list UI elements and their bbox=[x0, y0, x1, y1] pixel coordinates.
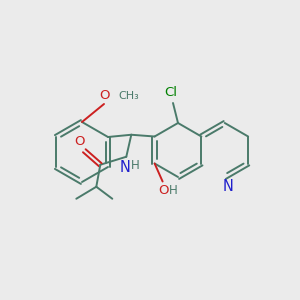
Text: H: H bbox=[169, 184, 178, 196]
Text: O: O bbox=[100, 89, 110, 102]
Text: O: O bbox=[158, 184, 169, 197]
Text: O: O bbox=[74, 135, 85, 148]
Text: H: H bbox=[131, 159, 140, 172]
Text: N: N bbox=[222, 179, 233, 194]
Text: CH₃: CH₃ bbox=[118, 91, 139, 101]
Text: N: N bbox=[120, 160, 131, 175]
Text: Cl: Cl bbox=[164, 86, 178, 99]
